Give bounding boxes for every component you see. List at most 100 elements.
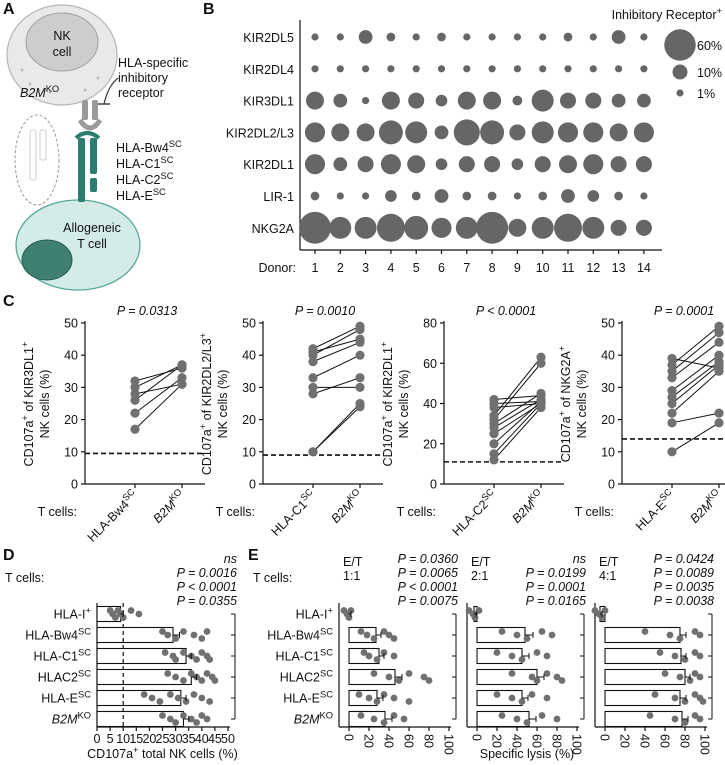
x-tick-label: 60 xyxy=(530,734,544,748)
x-tick-label: 12 xyxy=(586,261,600,275)
point xyxy=(308,357,318,367)
y-tick-label: B2MKO xyxy=(294,710,333,726)
point xyxy=(187,715,195,723)
y-axis-label: CD107a+ of KIR2DL1+ xyxy=(379,342,395,467)
point xyxy=(365,694,373,702)
y-tick-label: 20 xyxy=(64,413,78,427)
y-tick-label: 30 xyxy=(242,381,256,395)
y-tick-label: 20 xyxy=(423,437,437,451)
x-tick-label: 30 xyxy=(169,732,183,746)
diagram-label-part: SC xyxy=(160,155,173,165)
diagram-label: HLA-ESC xyxy=(116,187,166,203)
bubble xyxy=(404,215,429,240)
p-value: P = 0.0001 xyxy=(654,304,714,318)
diagram-label: HLA-Bw4SC xyxy=(116,139,182,155)
inhibition-line xyxy=(103,77,119,105)
x-tick-label: 20 xyxy=(618,734,632,748)
point xyxy=(355,373,365,383)
point xyxy=(489,449,499,459)
panel-label: D xyxy=(3,547,15,564)
point xyxy=(528,673,536,681)
bubble xyxy=(434,125,449,140)
point xyxy=(641,628,649,635)
point xyxy=(385,673,393,681)
stat-label: P = 0.0089 xyxy=(654,566,714,580)
diagram-label: cell xyxy=(53,45,72,59)
point xyxy=(135,610,143,618)
point xyxy=(681,698,689,705)
y-tick-label: HLA-ESC xyxy=(283,689,333,705)
diagram-label: Allogeneic xyxy=(63,221,121,235)
y-tick-label-part: SC xyxy=(320,626,333,636)
point xyxy=(380,691,388,698)
diagram-label: HLA-C1SC xyxy=(116,155,174,171)
point xyxy=(363,631,371,639)
bubble xyxy=(513,65,522,73)
receptor-stem xyxy=(92,100,98,120)
point xyxy=(714,337,724,347)
y-tick-label: HLA-ESC xyxy=(41,689,91,705)
bubble xyxy=(609,123,628,142)
x-tick-label: 20 xyxy=(142,732,156,746)
bubble xyxy=(336,33,344,41)
pair-line xyxy=(134,377,183,414)
point xyxy=(667,408,677,418)
bar xyxy=(476,668,538,686)
ratio-label: E/T xyxy=(599,555,619,569)
ratio-label: 2:1 xyxy=(471,569,488,583)
x-tick-label: 6 xyxy=(438,261,445,275)
bubble xyxy=(329,216,352,239)
bubble xyxy=(336,192,344,200)
bar xyxy=(604,710,683,728)
point xyxy=(667,386,677,396)
bubble xyxy=(387,65,395,73)
bubble xyxy=(611,93,626,108)
y-tick-label: 0 xyxy=(71,478,78,492)
point xyxy=(553,673,561,681)
legend-title-part: + xyxy=(717,6,722,16)
x-tick-label: B2MKO xyxy=(149,487,188,526)
point xyxy=(370,715,378,723)
point xyxy=(523,635,531,642)
point xyxy=(370,670,378,677)
x-tick-label-part: HLA-Bw4 xyxy=(85,497,132,544)
point xyxy=(667,366,677,376)
row-label: KIR2DL4 xyxy=(243,63,294,77)
row-label: LIR-1 xyxy=(263,190,294,204)
point xyxy=(198,694,206,702)
point xyxy=(355,321,365,331)
y-tick-label-part: SC xyxy=(320,647,333,657)
y-tick-label-part: SC xyxy=(320,668,333,678)
bubble xyxy=(637,93,651,108)
point xyxy=(536,390,546,401)
bar xyxy=(604,647,682,665)
point xyxy=(493,649,501,656)
point xyxy=(543,694,551,702)
point xyxy=(513,631,521,639)
legend-bubble xyxy=(676,89,684,97)
legend-title-part: Inhibitory Receptor xyxy=(612,8,717,22)
point xyxy=(714,328,724,338)
x-axis-label: T cells: xyxy=(216,505,255,519)
ghost-hla xyxy=(29,129,37,181)
point xyxy=(308,373,318,383)
x-tick-label: HLA-C1SC xyxy=(267,486,319,538)
panel-label: B xyxy=(203,1,215,18)
x-tick-label: 15 xyxy=(129,732,143,746)
point xyxy=(714,408,724,418)
bubble xyxy=(304,122,326,143)
x-tick-label: 5 xyxy=(413,261,420,275)
point xyxy=(714,321,724,331)
bubble xyxy=(587,190,600,202)
stat-label: P = 0.0165 xyxy=(526,594,586,608)
point xyxy=(130,389,140,399)
diagram-label: inhibitory xyxy=(118,71,169,85)
point xyxy=(203,628,211,635)
pair-line xyxy=(134,367,183,382)
point xyxy=(425,677,433,684)
y-tick-label-part: B2M xyxy=(52,713,78,727)
bubble xyxy=(435,158,448,171)
bubble xyxy=(411,191,421,201)
x-tick-label: 40 xyxy=(510,734,524,748)
point xyxy=(308,389,318,399)
